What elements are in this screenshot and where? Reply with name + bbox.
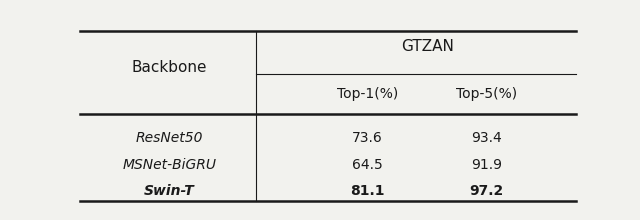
Text: Top-5(%): Top-5(%) <box>456 87 517 101</box>
Text: 64.5: 64.5 <box>352 158 383 172</box>
Text: 93.4: 93.4 <box>471 131 502 145</box>
Text: ResNet50: ResNet50 <box>136 131 203 145</box>
Text: 81.1: 81.1 <box>351 184 385 198</box>
Text: 97.2: 97.2 <box>470 184 504 198</box>
Text: MSNet-BiGRU: MSNet-BiGRU <box>122 158 216 172</box>
Text: GTZAN: GTZAN <box>401 39 454 54</box>
Text: Swin-T: Swin-T <box>144 184 195 198</box>
Text: 91.9: 91.9 <box>471 158 502 172</box>
Text: 73.6: 73.6 <box>352 131 383 145</box>
Text: Top-1(%): Top-1(%) <box>337 87 398 101</box>
Text: Backbone: Backbone <box>132 60 207 75</box>
